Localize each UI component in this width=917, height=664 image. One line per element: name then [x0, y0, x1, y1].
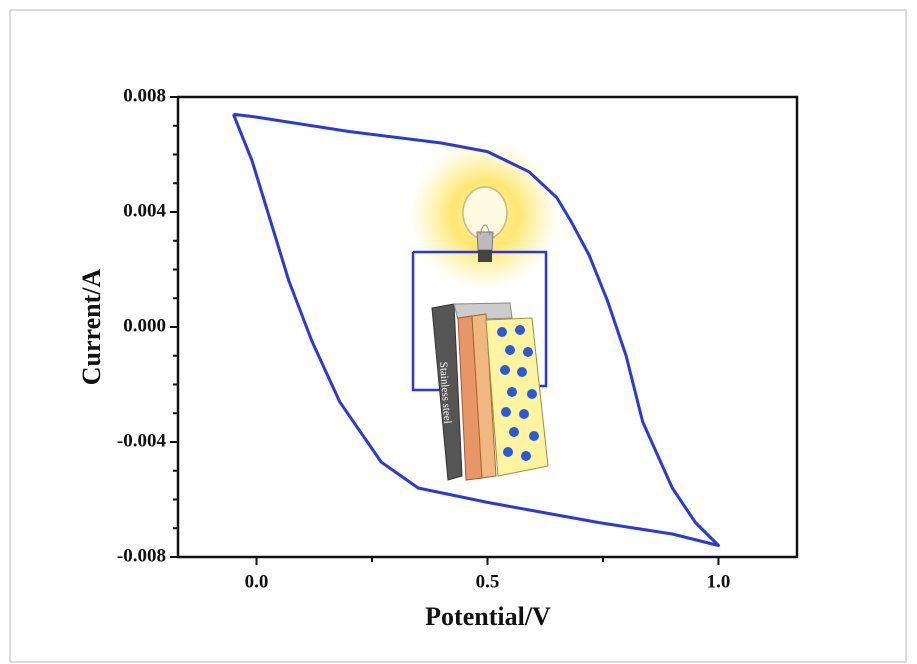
- figure: Stainless steel Potential/V Current/A 0.…: [0, 0, 917, 664]
- x-tick-label: 0.5: [476, 571, 500, 592]
- x-axis-label: Potential/V: [425, 602, 551, 631]
- y-tick-label: 0.008: [123, 85, 166, 106]
- x-tick-label: 0.0: [245, 571, 269, 592]
- y-axis-label: Current/A: [77, 269, 106, 386]
- x-tick-label: 1.0: [707, 571, 731, 592]
- y-tick-label: 0.000: [123, 315, 166, 336]
- y-tick-label: 0.004: [123, 200, 166, 221]
- y-tick-label: -0.004: [117, 430, 167, 451]
- y-tick-label: -0.008: [117, 545, 166, 566]
